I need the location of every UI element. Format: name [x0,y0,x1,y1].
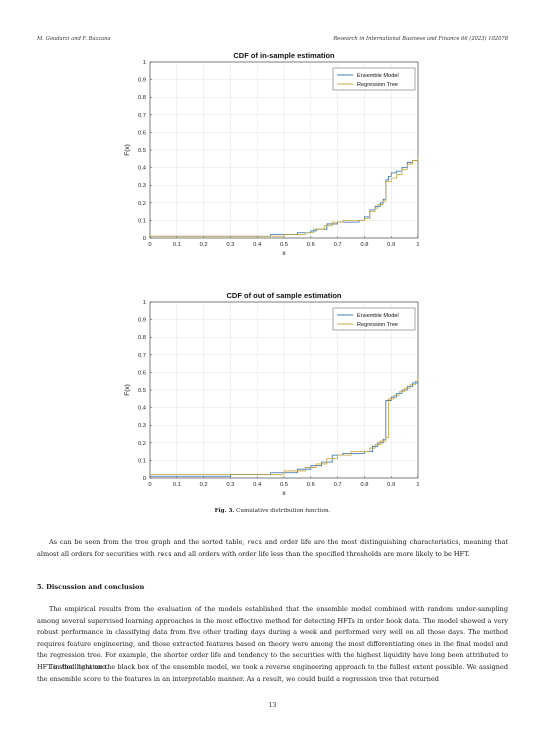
para1-text-c: and all orders with order life less than… [171,549,470,558]
x-tick-label: 0.7 [334,482,342,488]
legend-entry: Regression Tree [357,322,398,328]
cdf-out-of-sample-chart: CDF of out of sample estimation 0 0.1 0.2 0.… [120,288,430,503]
chart-svg: CDF of out of sample estimation 0 0.1 0.2 0.… [124,291,420,497]
x-tick-label: 0.5 [280,242,288,248]
y-axis-label: F(x) [124,144,131,156]
x-tick-label: 0.3 [226,482,234,488]
x-tick-label: 0.4 [253,482,262,488]
legend-entry: Ensemble Model [357,73,399,79]
para1-text-b: and order life are the most distinguishi… [37,538,509,558]
legend-box [332,307,416,331]
y-tick-label: 0.6 [138,130,146,136]
y-tick-label: 0.5 [138,148,146,154]
y-axis-label: F(x) [124,384,131,396]
paragraph-black-box: To shed light on the black box of the en… [37,663,508,683]
code-recs-2: recs [156,550,172,558]
caption-label: Fig. 3. [214,508,235,514]
x-axis-label: x [282,250,286,257]
x-tick-label: 1 [416,482,419,488]
header-journal: Research in International Business and F… [333,36,508,42]
x-axis-label: x [282,490,286,497]
y-tick-label: 0.4 [138,166,147,172]
plot-frame [149,61,419,239]
chart-svg: CDF of in-sample estimation 0 0.1 0.2 0.3 0.4… [124,51,420,257]
chart-title: CDF of out of sample estimation [226,291,341,300]
x-tick-label: 0.1 [173,482,181,488]
y-tick-label: 0.6 [138,370,146,376]
y-tick-label: 0 [143,236,146,242]
header-authors: M. Goudarzi and F. Bazzana [37,36,111,42]
y-tick-label: 0 [143,476,146,482]
series-line [150,379,419,477]
x-tick-label: 0.3 [226,242,234,248]
x-tick-label: 0.4 [253,242,262,248]
series-line [150,377,419,475]
y-tick-label: 0.7 [138,113,146,119]
x-tick-label: 1 [416,242,419,248]
y-tick-label: 1 [143,300,146,306]
chart-title: CDF of in-sample estimation [233,51,335,60]
para1-text-a: As can be seen from the tree graph and t… [49,538,248,546]
code-recs-1: recs [247,539,263,546]
x-tick-label: 0 [148,242,151,248]
legend-box [332,67,416,91]
y-tick-label: 0.9 [138,318,146,324]
y-tick-label: 0.2 [138,201,146,207]
x-tick-label: 0.2 [200,482,208,488]
section-heading: 5. Discussion and conclusion [37,583,145,591]
y-tick-label: 0.4 [138,406,147,412]
legend-entry: Ensemble Model [357,313,399,319]
x-tick-label: 0.9 [387,482,395,488]
figure-caption: Fig. 3. Cumulative distribution function… [0,508,545,514]
y-tick-label: 0.9 [138,78,146,84]
plot-frame [149,301,419,479]
x-tick-label: 0.9 [387,242,395,248]
x-tick-label: 0.6 [307,482,315,488]
y-tick-label: 0.8 [138,95,146,101]
y-tick-label: 0.1 [138,458,146,464]
paragraph-empirical-results: The empirical results from the evaluatio… [37,605,508,671]
legend-entry: Regression Tree [357,82,398,88]
page-number: 13 [268,702,277,709]
x-tick-label: 0.8 [360,242,368,248]
cdf-in-sample-chart: CDF of in-sample estimation 0 0.1 0.2 0.3 0.4… [120,48,430,263]
y-tick-label: 0.5 [138,388,146,394]
x-tick-label: 0.7 [334,242,342,248]
y-tick-label: 0.1 [138,218,146,224]
paragraph-tree-graph: As can be seen from the tree graph and t… [37,537,508,560]
y-tick-label: 1 [143,60,146,66]
y-tick-label: 0.2 [138,441,146,447]
x-tick-label: 0.8 [360,482,368,488]
x-tick-label: 0.5 [280,482,288,488]
x-tick-label: 0 [148,482,151,488]
y-tick-label: 0.3 [138,423,146,429]
caption-text: Cumulative distribution function. [236,508,331,514]
series-line [150,157,419,237]
x-tick-label: 0.6 [307,242,315,248]
x-tick-label: 0.1 [173,242,181,248]
y-tick-label: 0.3 [138,183,146,189]
x-tick-label: 0.2 [200,242,208,248]
y-tick-label: 0.7 [138,353,146,359]
y-tick-label: 0.8 [138,335,146,341]
